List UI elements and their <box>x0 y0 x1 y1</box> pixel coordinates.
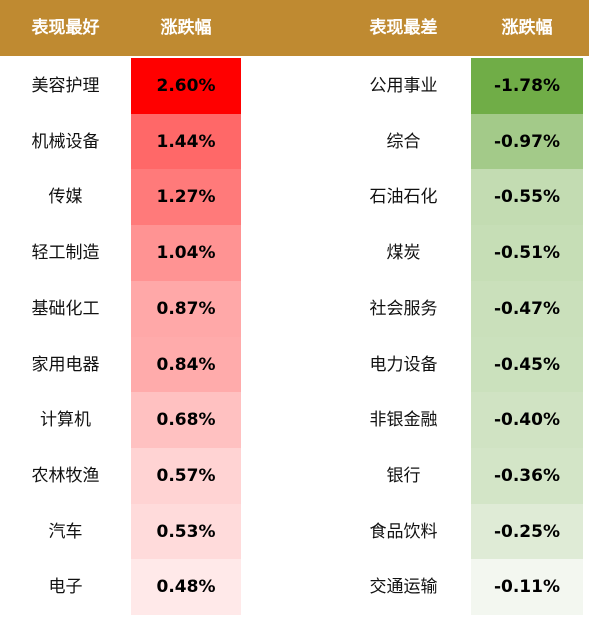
best-change-cell: 0.57% <box>131 447 241 504</box>
worst-industry-name: 非银金融 <box>369 410 438 431</box>
worst-industry-name: 银行 <box>386 465 421 486</box>
worst-change-cell: -0.36% <box>471 447 583 504</box>
worst-change-heading: 涨跌幅 <box>501 18 553 38</box>
worst-industry-name: 公用事业 <box>369 76 438 96</box>
best-industry-name: 美容护理 <box>31 76 100 96</box>
best-industry-name: 基础化工 <box>31 298 100 319</box>
best-change-cell: 1.27% <box>131 169 241 226</box>
worst-industry-name: 交通运输 <box>369 577 438 598</box>
worst-industry-name: 石油石化 <box>369 187 438 208</box>
best-change-cell: 0.84% <box>131 336 241 393</box>
worst-change-cell: -0.25% <box>471 503 583 560</box>
table-header: 表现最好 涨跌幅 表现最差 涨跌幅 <box>0 0 589 56</box>
worst-change-cell: -0.45% <box>471 336 583 393</box>
worst-performers-heading: 表现最差 <box>369 18 438 38</box>
worst-change-cell: -0.40% <box>471 392 583 449</box>
best-change-heading: 涨跌幅 <box>160 18 212 38</box>
worst-change-cell: -1.78% <box>471 58 583 114</box>
worst-industry-name: 食品饮料 <box>369 521 438 542</box>
best-change-cell: 0.68% <box>131 392 241 449</box>
best-industry-name: 传媒 <box>48 187 83 208</box>
best-industry-name: 汽车 <box>48 521 83 542</box>
best-change-cell: 0.87% <box>131 280 241 337</box>
worst-change-cell: -0.11% <box>471 559 583 616</box>
best-industry-name: 家用电器 <box>31 354 100 375</box>
worst-industry-name: 电力设备 <box>369 354 438 375</box>
worst-industry-name: 综合 <box>386 131 421 152</box>
worst-change-cell: -0.97% <box>471 113 583 170</box>
best-industry-name: 电子 <box>48 577 83 598</box>
worst-change-cell: -0.47% <box>471 280 583 337</box>
worst-industry-name: 煤炭 <box>386 243 421 264</box>
best-industry-name: 机械设备 <box>31 131 100 152</box>
best-change-cell: 0.48% <box>131 559 241 616</box>
best-change-cell: 1.04% <box>131 225 241 282</box>
best-change-cell: 1.44% <box>131 113 241 170</box>
worst-change-cell: -0.51% <box>471 225 583 282</box>
worst-industry-name: 社会服务 <box>369 298 438 319</box>
best-change-cell: 2.60% <box>131 58 241 114</box>
best-industry-name: 农林牧渔 <box>31 465 100 486</box>
worst-change-cell: -0.55% <box>471 169 583 226</box>
best-change-cell: 0.53% <box>131 503 241 560</box>
best-industry-name: 轻工制造 <box>31 243 100 264</box>
best-industry-name: 计算机 <box>40 410 91 431</box>
best-performers-heading: 表现最好 <box>31 18 100 38</box>
